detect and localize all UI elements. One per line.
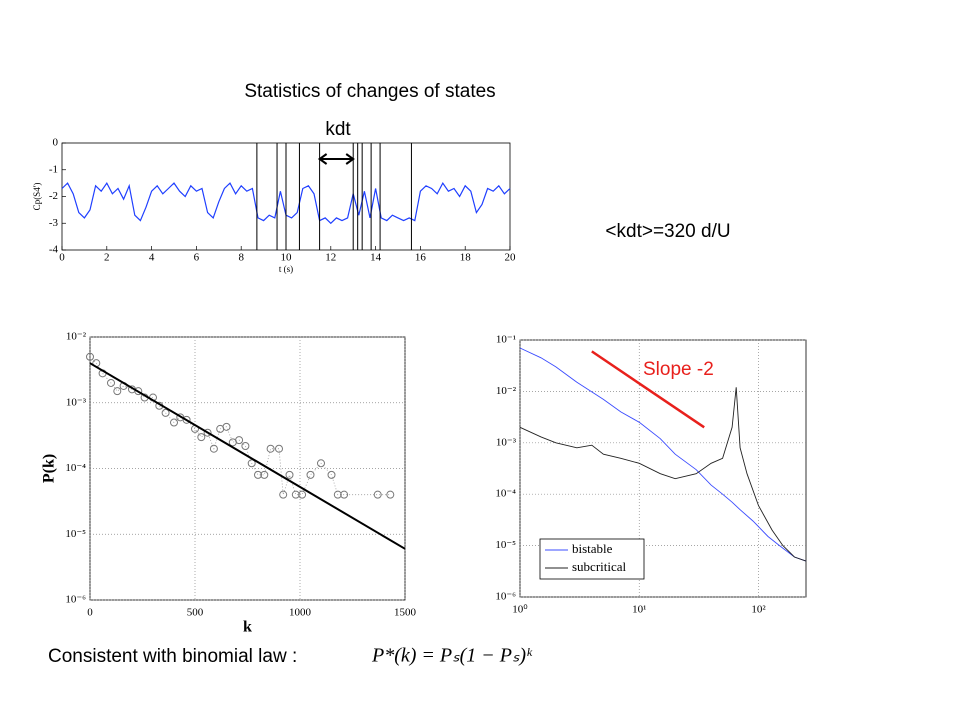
- kdt-label: kdt: [325, 119, 351, 140]
- y-tick-label: -1: [49, 163, 58, 175]
- data-point: [247, 459, 256, 468]
- data-point: [254, 470, 262, 479]
- x-tick-label: 10¹: [632, 604, 646, 616]
- slide-title: Statistics of changes of states: [244, 81, 495, 102]
- slope-label: Slope -2: [643, 359, 714, 380]
- x-tick-label: 4: [149, 252, 155, 264]
- x-tick-label: 18: [460, 252, 472, 264]
- data-point: [327, 470, 336, 479]
- mean-label: <kdt>=320 d/U: [605, 221, 730, 242]
- formula: P*(k) = Pₛ(1 − Pₛ)ᵏ: [371, 645, 533, 667]
- y-tick-label: 10⁻²: [66, 331, 87, 343]
- x-tick-label: 1000: [289, 607, 312, 619]
- data-point: [275, 444, 283, 453]
- x-tick-label: 500: [187, 607, 204, 619]
- x-tick-label: 10: [281, 252, 293, 264]
- y-tick-label: -2: [49, 190, 58, 202]
- data-point: [86, 352, 94, 361]
- x-tick-label: 10⁰: [512, 604, 528, 616]
- x-tick-label: 0: [87, 607, 93, 619]
- x-tick-label: 20: [505, 252, 517, 264]
- caption: Consistent with binomial law :: [48, 646, 297, 667]
- fit-line: [89, 362, 406, 550]
- data-point: [113, 387, 122, 396]
- data-point: [279, 490, 288, 499]
- data-point: [182, 415, 191, 424]
- x-tick-label: 10²: [751, 604, 766, 616]
- y-tick-label: 10⁻²: [496, 385, 517, 397]
- y-axis-label: Cp(S4'): [32, 183, 42, 211]
- y-tick-label: 10⁻⁴: [65, 462, 86, 474]
- data-point: [222, 422, 231, 431]
- x-tick-label: 12: [325, 252, 336, 264]
- slope-line: [591, 350, 705, 429]
- data-point: [373, 490, 382, 499]
- y-tick-label: 10⁻¹: [496, 334, 516, 346]
- x-tick-label: 16: [415, 252, 427, 264]
- x-tick-label: 6: [194, 252, 200, 264]
- data-point: [386, 490, 395, 499]
- data-point: [235, 436, 244, 445]
- data-point: [291, 490, 300, 499]
- x-axis-label: k: [243, 619, 252, 636]
- data-point: [134, 387, 143, 396]
- data-point: [285, 470, 294, 479]
- y-tick-label: 10⁻⁵: [65, 528, 86, 540]
- legend-label: subcritical: [572, 559, 627, 574]
- y-axis-label: P(k): [41, 454, 58, 483]
- data-point: [161, 408, 170, 417]
- data-point: [340, 490, 349, 499]
- y-tick-label: 10⁻⁶: [495, 591, 516, 603]
- dotted-connector: [89, 356, 391, 496]
- data-point: [266, 444, 275, 453]
- legend-label: bistable: [572, 541, 613, 556]
- series-line: [519, 387, 807, 562]
- y-tick-label: 0: [53, 137, 59, 149]
- kdt-arrow: [317, 153, 355, 165]
- x-tick-label: 1500: [394, 607, 417, 619]
- plot-frame: [519, 339, 807, 598]
- data-point: [333, 490, 342, 499]
- y-tick-label: 10⁻⁶: [65, 594, 86, 606]
- data-point: [241, 441, 250, 450]
- y-tick-label: 10⁻³: [66, 396, 87, 408]
- data-point: [197, 433, 206, 442]
- legend-box: [539, 538, 645, 580]
- y-tick-label: 10⁻⁵: [495, 539, 516, 551]
- y-tick-label: 10⁻³: [496, 436, 517, 448]
- series-line: [519, 347, 807, 562]
- data-point: [209, 444, 218, 453]
- y-tick-label: 10⁻⁴: [495, 488, 516, 500]
- x-axis-label: t (s): [279, 264, 293, 274]
- data-point: [107, 378, 115, 387]
- x-tick-label: 0: [59, 252, 65, 264]
- data-point: [203, 428, 212, 437]
- data-point: [170, 418, 178, 427]
- data-point: [317, 459, 325, 468]
- data-point: [260, 470, 269, 479]
- x-tick-label: 2: [104, 252, 110, 264]
- y-tick-label: -4: [49, 244, 59, 256]
- y-tick-label: -3: [49, 217, 59, 229]
- x-tick-label: 14: [370, 252, 382, 264]
- data-point: [306, 470, 315, 479]
- data-point: [298, 490, 307, 499]
- x-tick-label: 8: [238, 252, 244, 264]
